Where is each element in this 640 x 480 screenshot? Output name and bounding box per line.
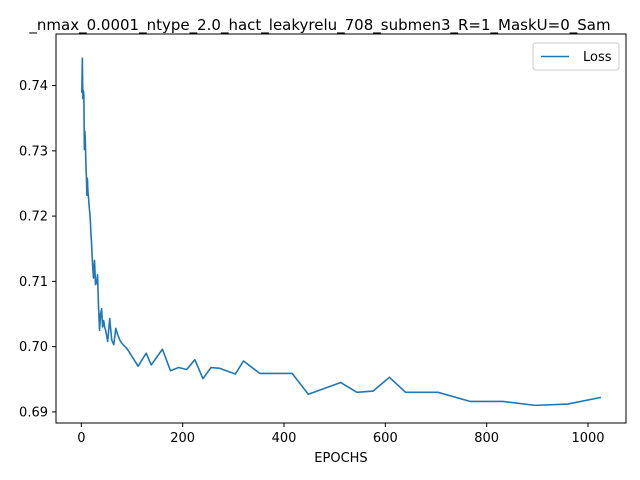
x-tick-label: 200 (170, 431, 195, 446)
y-tick-label: 0.74 (19, 79, 48, 94)
y-tick-label: 0.69 (19, 405, 48, 420)
y-tick-label: 0.73 (19, 144, 48, 159)
x-axis-label: EPOCHS (314, 451, 367, 466)
chart-title: _nmax_0.0001_ntype_2.0_hact_leakyrelu_70… (28, 16, 610, 35)
series-line-loss (81, 57, 602, 407)
data-layer (81, 57, 602, 407)
x-tick-label: 400 (272, 431, 297, 446)
y-tick-label: 0.70 (19, 340, 48, 355)
legend-box (532, 42, 620, 71)
legend: Loss (532, 42, 620, 71)
plot-area (56, 34, 626, 423)
y-tick-label: 0.71 (19, 275, 48, 290)
y-axis-ticks: 0.69 0.70 0.71 0.72 0.73 0.74 (19, 79, 56, 420)
x-tick-label: 0 (77, 431, 85, 446)
x-tick-label: 600 (373, 431, 398, 446)
axes-background (56, 34, 626, 423)
legend-label-loss: Loss (583, 50, 612, 65)
x-tick-label: 1000 (571, 431, 604, 446)
axes-frame (55, 33, 627, 424)
x-axis-ticks: 0 200 400 600 800 1000 (77, 423, 605, 446)
y-tick-label: 0.72 (19, 210, 48, 225)
x-tick-label: 800 (474, 431, 499, 446)
